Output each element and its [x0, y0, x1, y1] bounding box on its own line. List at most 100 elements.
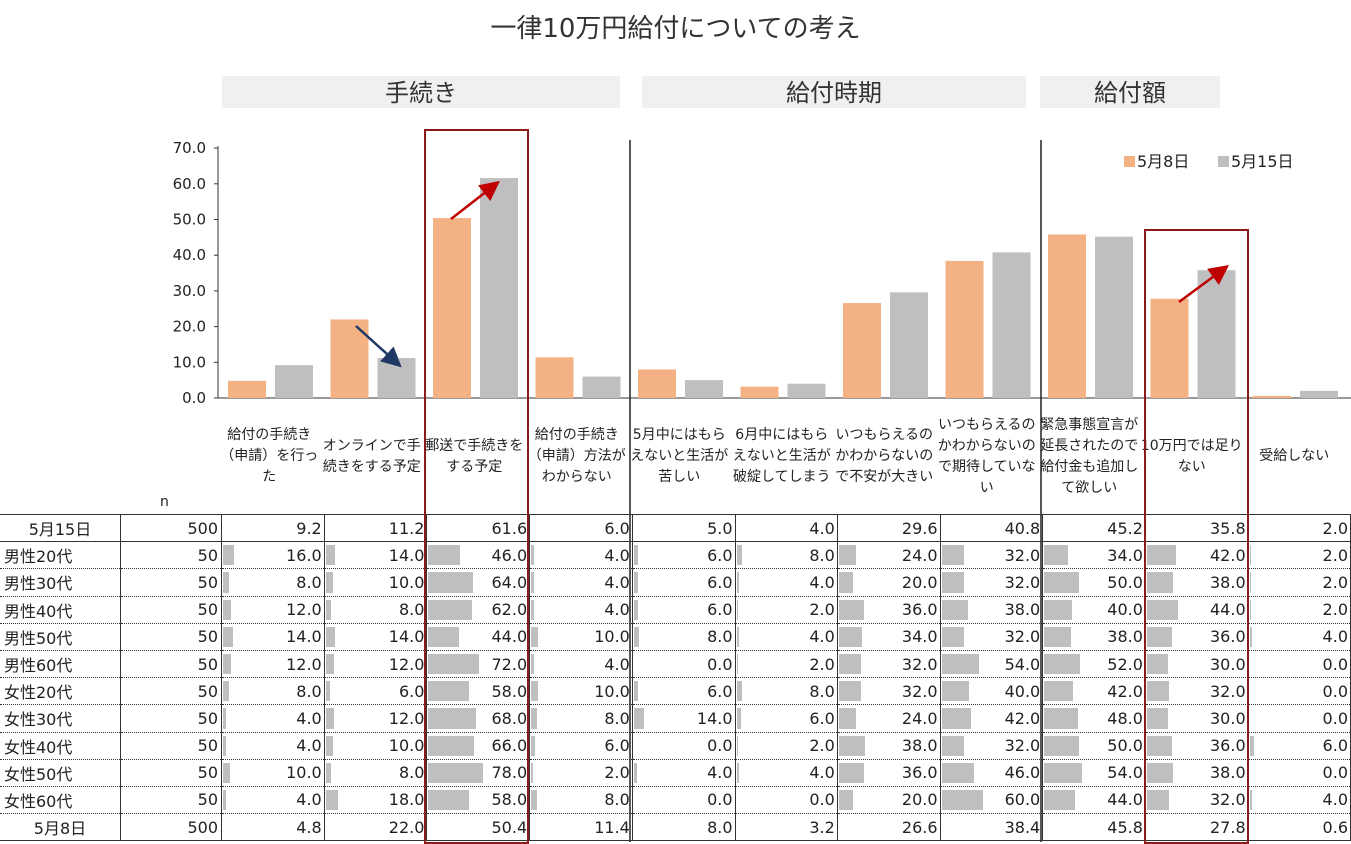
category-label: 6月中にはもらえないと生活が破綻してしまう [732, 427, 831, 485]
table-cell: 6.0 [324, 677, 428, 706]
trend-arrows [355, 180, 1230, 368]
cell-value: 12.0 [286, 654, 322, 674]
category-label: いつもらえるのかわからないので期待していない [937, 416, 1036, 496]
data-bar [428, 626, 460, 647]
data-bar [838, 653, 862, 675]
data-bar [428, 572, 473, 593]
table-cell: 0.0 [632, 650, 736, 679]
bar-series [228, 178, 1338, 398]
sample-size: 50 [120, 541, 223, 570]
legend-label: 5月15日 [1231, 152, 1294, 171]
data-bar [428, 653, 479, 675]
cell-value: 38.0 [1210, 763, 1246, 783]
row-label: 女性30代 [0, 704, 121, 733]
data-bar [941, 762, 974, 783]
cell-value: 10.0 [286, 763, 322, 783]
category-label: 緊急事態宣言が延長されたので給付金も追加して欲しい [1040, 416, 1139, 496]
cell-value: 2.0 [809, 600, 835, 620]
data-bar [941, 545, 964, 566]
data-bar [633, 762, 637, 783]
cell-value: 4.0 [296, 790, 322, 810]
cell-value: 10.0 [594, 627, 630, 647]
data-bar [325, 653, 335, 675]
table-cell: 6.0 [632, 677, 736, 706]
cell-value: 38.0 [1004, 600, 1041, 620]
bar-may15 [1197, 270, 1236, 398]
cell-value: 42.0 [1210, 545, 1246, 565]
group-label-timing: 給付時期 [642, 76, 1026, 108]
row-label: 女性20代 [0, 677, 121, 706]
data-bar [1146, 626, 1172, 647]
sample-size: 500 [120, 813, 223, 842]
up-arrow [1178, 265, 1230, 304]
y-tick-label: 50.0 [173, 211, 206, 229]
table-cell: 6.0 [735, 704, 838, 733]
y-tick-label: 20.0 [173, 318, 206, 336]
cell-value: 50.4 [491, 817, 528, 837]
table-cell: 8.0 [221, 568, 325, 597]
cell-value: 4.0 [809, 627, 835, 647]
data-bar [223, 599, 232, 620]
data-bar [531, 626, 539, 647]
table-cell: 0.0 [632, 732, 736, 760]
cell-value: 46.0 [1004, 763, 1041, 783]
cell-value: 58.0 [491, 790, 528, 810]
up-arrow [450, 180, 500, 220]
table-cell: 45.8 [1042, 813, 1146, 842]
bar-may15 [582, 376, 621, 398]
row-label: 男性20代 [0, 541, 121, 570]
cell-value: 35.8 [1210, 518, 1246, 538]
bar-may15 [787, 383, 826, 398]
table-cell: 9.2 [221, 513, 325, 543]
data-bar [838, 708, 856, 729]
cell-value: 12.0 [286, 600, 322, 620]
cell-value: 52.0 [1107, 654, 1143, 674]
table-cell: 10.0 [221, 759, 325, 787]
data-bar [223, 681, 229, 702]
data-bar [838, 599, 864, 620]
cell-value: 0.0 [1322, 708, 1348, 728]
group-label-procedure: 手続き [222, 76, 620, 108]
cell-value: 0.0 [707, 790, 733, 810]
cell-value: 62.0 [491, 600, 528, 620]
table-row: 男性20代 50 16.0 14.0 46.0 4.0 6.0 8.0 24.0 32.0 34.0… [0, 541, 1351, 570]
cell-value: 4.0 [1322, 790, 1348, 810]
n-label: n [160, 494, 169, 510]
data-bar [633, 599, 638, 620]
table-cell: 32.0 [940, 623, 1044, 651]
data-bar [736, 572, 740, 593]
cell-value: 6.0 [398, 681, 425, 701]
table-cell: 6.0 [632, 568, 736, 597]
legend-swatch [1218, 156, 1229, 167]
cell-value: 61.6 [491, 518, 528, 538]
cell-value: 0.0 [1322, 654, 1348, 674]
table-row: 女性50代 50 10.0 8.0 78.0 2.0 4.0 4.0 36.0 46.0 54.0 3… [0, 759, 1351, 787]
cell-value: 30.0 [1210, 654, 1246, 674]
data-bar [223, 653, 232, 675]
cell-value: 34.0 [1107, 545, 1143, 565]
bar-may8 [843, 303, 881, 398]
category-label: 受給しない [1259, 448, 1330, 464]
cell-value: 54.0 [1004, 654, 1041, 674]
cell-value: 38.4 [1004, 817, 1041, 837]
table-cell: 14.0 [632, 704, 736, 733]
category-label: 5月中にはもらえないと生活が苦しい [630, 427, 729, 485]
data-bar [736, 681, 743, 702]
table-cell: 36.0 [837, 596, 941, 624]
data-bar [1146, 653, 1168, 675]
cell-value: 24.0 [901, 708, 938, 728]
data-bar [325, 789, 339, 811]
cell-value: 24.0 [901, 545, 938, 565]
cell-value: 11.4 [594, 817, 630, 837]
table-cell: 4.0 [529, 541, 633, 570]
table-cell: 64.0 [426, 568, 531, 597]
table-cell: 40.8 [940, 513, 1044, 543]
data-bar [1044, 572, 1080, 593]
cell-value: 36.0 [1210, 736, 1246, 756]
data-bar [531, 681, 539, 702]
table-cell: 54.0 [1042, 759, 1146, 787]
bar-may8 [1048, 234, 1086, 398]
cell-value: 29.6 [901, 518, 938, 538]
category-label: 給付の手続き（申請）方法がわからない [527, 427, 626, 485]
